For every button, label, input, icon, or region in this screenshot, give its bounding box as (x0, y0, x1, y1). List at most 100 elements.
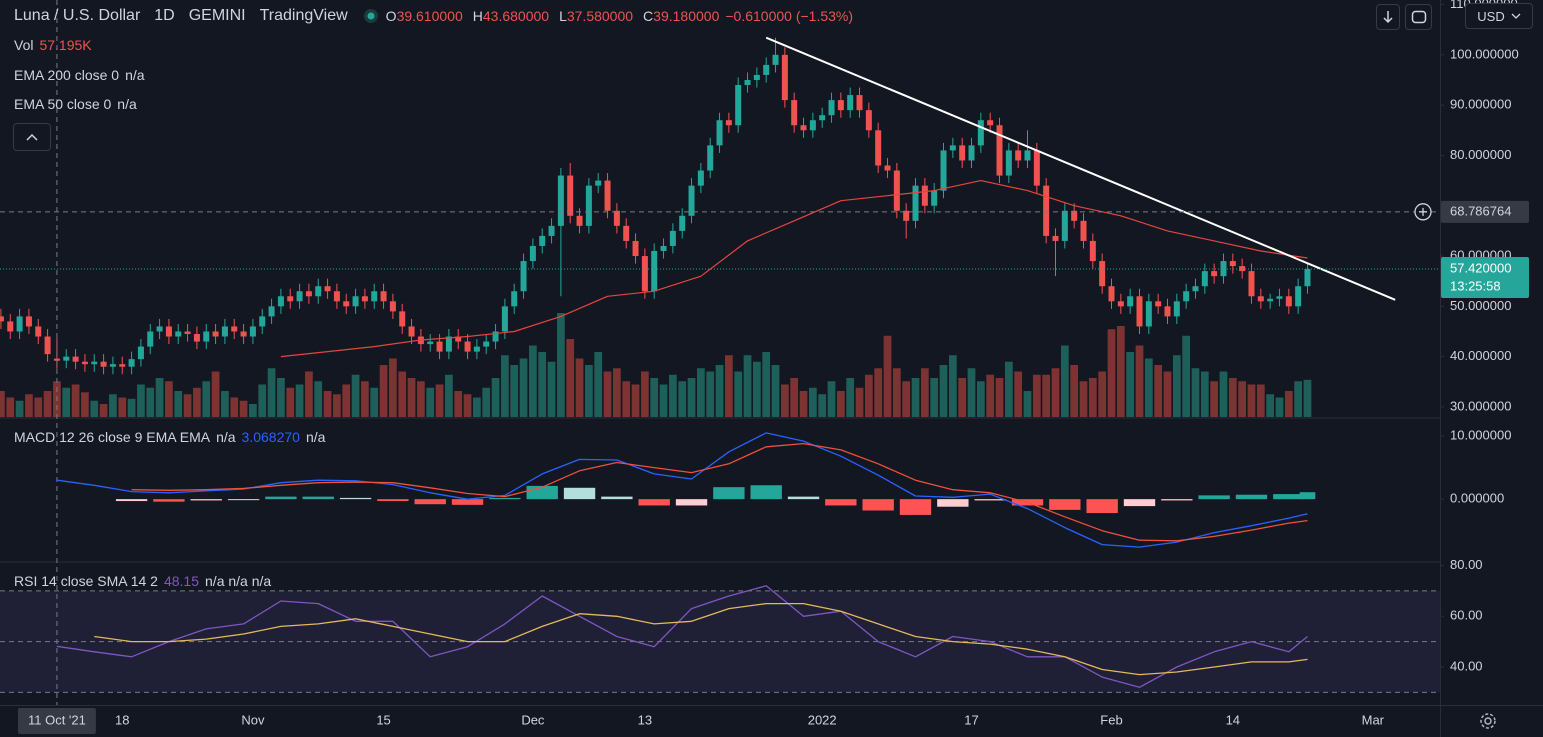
candle-body (287, 296, 294, 302)
volume-bar (1144, 358, 1153, 417)
volume-bar (902, 381, 911, 417)
candle-body (1155, 301, 1162, 307)
candle-body (613, 210, 620, 226)
candle-body (772, 54, 779, 65)
candle-body (1164, 306, 1171, 317)
ema200-label: EMA 200 close 0 (14, 67, 120, 83)
candle-body (0, 316, 4, 322)
candle-body (1136, 296, 1143, 327)
histogram-bar (862, 499, 894, 511)
ema50-legend: EMA 50 close 0 n/a (14, 96, 137, 112)
ohlc-value: 43.680000 (482, 8, 550, 24)
volume-bar (1051, 368, 1060, 417)
candle-body (483, 341, 490, 347)
volume-bar (1284, 391, 1293, 417)
market-status-icon[interactable] (362, 7, 380, 25)
symbol[interactable]: Luna / U.S. Dollar (14, 7, 141, 24)
candle-body (744, 79, 751, 86)
settings-icon[interactable] (1480, 713, 1496, 729)
volume-bar (277, 378, 285, 417)
volume-bar (445, 374, 453, 417)
last-price-label: 57.420000 13:25:58 (1441, 257, 1529, 299)
histogram-bar (1198, 495, 1230, 500)
volume-bar (1266, 394, 1275, 417)
volume-bar (370, 387, 379, 417)
candle-body (1099, 261, 1106, 287)
volume-bar (510, 365, 519, 417)
ema200-legend: EMA 200 close 0 n/a (14, 67, 145, 83)
exchange: GEMINI (188, 7, 246, 24)
candle-body (380, 291, 387, 302)
volume-bar (6, 397, 15, 417)
candle-body (1024, 150, 1031, 161)
volume-bar (1079, 381, 1088, 417)
x-tick-label: Dec (521, 712, 545, 727)
candle-body (875, 130, 882, 166)
volume-bar (258, 384, 267, 417)
candle-body (903, 210, 910, 221)
candle-body (968, 145, 975, 161)
candle-body (203, 331, 210, 342)
histogram-bar (899, 499, 932, 515)
candle-body (884, 165, 891, 171)
ohlc-item: C39.180000 (643, 8, 719, 24)
volume-bar (34, 397, 43, 417)
candle-body (240, 331, 247, 337)
candle-body (931, 190, 938, 206)
ohlc-label: H (472, 8, 483, 24)
y-tick-label: 10.000000 (1450, 427, 1511, 442)
countdown: 13:25:58 (1450, 278, 1501, 293)
volume-bar (594, 352, 603, 417)
ohlc-label: C (643, 8, 654, 24)
volume-bar (1126, 352, 1135, 417)
candle-body (427, 341, 434, 345)
candle-body (221, 326, 228, 337)
volume-bar (697, 368, 705, 417)
volume-bar (529, 345, 537, 417)
candle-body (492, 331, 499, 342)
ohlc-label: O (385, 8, 397, 24)
histogram-bar (265, 496, 297, 500)
fullscreen-icon (1411, 10, 1426, 24)
candle-body (557, 175, 564, 226)
candle-body (371, 291, 378, 302)
histogram-bar (526, 485, 558, 500)
candle-body (501, 306, 508, 332)
ema50-line (280, 180, 1308, 358)
candle-body (707, 145, 714, 171)
volume-bar (314, 381, 323, 417)
x-tick-label: 13 (638, 712, 652, 727)
volume-bar (986, 374, 995, 417)
y-tick-label: 80.00 (1450, 557, 1483, 572)
volume-bar (1238, 381, 1247, 417)
volume-bar (1135, 345, 1144, 417)
volume-bar (1098, 371, 1107, 417)
histogram-bar (153, 499, 185, 502)
volume-bar (0, 391, 5, 417)
candle-body (296, 291, 303, 302)
volume-bar (1191, 368, 1200, 417)
candle-body (473, 346, 480, 352)
add-alert-button[interactable] (1414, 203, 1432, 221)
candle-body (641, 256, 648, 292)
candle-body (165, 326, 172, 337)
candle-body (184, 331, 191, 335)
scroll-to-latest-button[interactable] (1376, 4, 1400, 30)
rsi-pane (0, 585, 1440, 693)
fullscreen-button[interactable] (1405, 4, 1432, 30)
candle-body (1117, 301, 1124, 307)
volume-bar (1107, 329, 1116, 417)
volume-bar (1116, 326, 1125, 417)
currency-dropdown[interactable]: USD (1465, 3, 1533, 29)
volume-bar (417, 381, 425, 417)
macd-line (56, 432, 1308, 548)
candle-body (912, 185, 919, 221)
histogram-bar (115, 499, 148, 502)
volume-bar (1228, 378, 1237, 417)
collapse-legend-button[interactable] (13, 123, 51, 151)
ema200-value: n/a (125, 67, 145, 83)
candle-body (604, 180, 611, 211)
ohlc-value: 37.580000 (566, 8, 634, 24)
volume-legend: Vol 57.195K (14, 37, 92, 53)
candle-body (753, 74, 760, 80)
